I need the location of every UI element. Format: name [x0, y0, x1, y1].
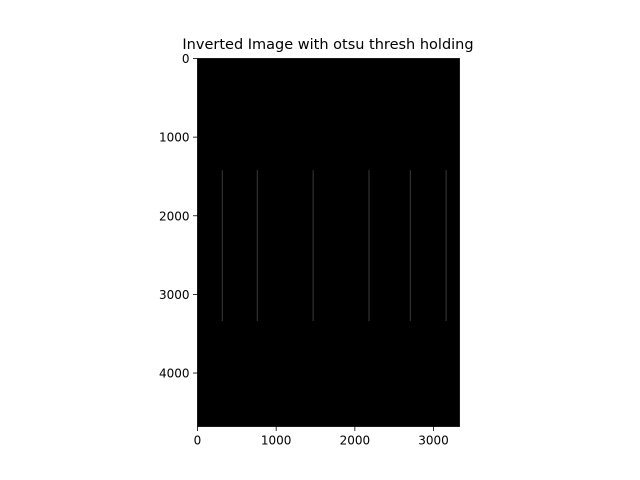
x-axis: 0 1000 2000 3000 [194, 426, 449, 448]
x-tick-label: 3000 [418, 434, 449, 448]
x-tick-label: 0 [194, 434, 202, 448]
y-tick-label: 1000 [159, 131, 190, 145]
x-tick-label: 1000 [261, 434, 292, 448]
axes-frame [197, 58, 460, 427]
y-tick-label: 4000 [159, 367, 190, 381]
y-axis: 0 1000 2000 3000 4000 [159, 52, 198, 381]
image-pixels [197, 58, 460, 427]
y-tick-label: 0 [182, 52, 190, 66]
y-tick-label: 2000 [159, 209, 190, 223]
x-tick-label: 2000 [340, 434, 371, 448]
y-tick-label: 3000 [159, 288, 190, 302]
chart-title: Inverted Image with otsu thresh holding [182, 37, 473, 53]
plot-area [197, 58, 460, 427]
